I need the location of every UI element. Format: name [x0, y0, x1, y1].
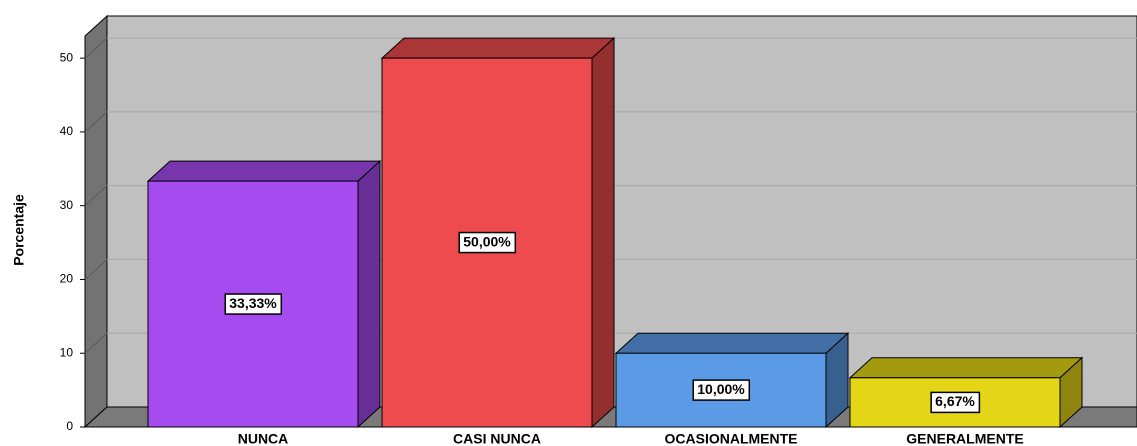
x-tick-label: CASI NUNCA [453, 431, 541, 446]
y-tick-label: 10 [60, 345, 74, 359]
value-label-box [692, 379, 751, 401]
bar-top [848, 357, 1084, 379]
x-tick-label: NUNCA [238, 431, 289, 446]
grid-line [84, 111, 108, 133]
value-label-box [458, 231, 517, 254]
x-tick-label: GENERALMENTE [906, 431, 1023, 446]
y-tick-label: 40 [60, 124, 74, 138]
bar-top [380, 37, 616, 59]
bar-side [591, 37, 615, 429]
value-label-box [224, 293, 283, 315]
y-tick-label: 0 [66, 419, 73, 433]
x-tick-label: OCASIONALMENTE [665, 431, 798, 446]
y-tick-label: 30 [60, 198, 74, 212]
y-tick-label: 20 [60, 272, 74, 286]
y-axis-label: Porcentaje [11, 194, 27, 266]
value-label: 33,33% [229, 295, 277, 311]
value-label: 10,00% [697, 381, 745, 397]
grid-line [84, 259, 108, 280]
left-wall [84, 14, 108, 429]
bar-side [357, 159, 381, 429]
grid-line [84, 332, 108, 354]
y-tick-label: 50 [60, 50, 74, 64]
grid-line [84, 185, 108, 207]
bar-top [146, 160, 382, 182]
bar [147, 180, 359, 428]
value-label: 50,00% [463, 233, 511, 249]
value-label: 6,67% [935, 393, 975, 409]
bar-top [614, 332, 850, 354]
value-label-box [930, 391, 981, 414]
grid-line [84, 37, 108, 59]
